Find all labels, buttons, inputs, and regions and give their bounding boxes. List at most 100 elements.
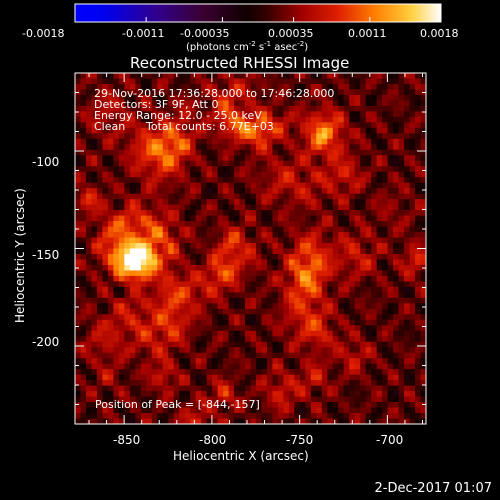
heatmap-cell <box>206 100 213 107</box>
heatmap-cell <box>129 210 136 216</box>
heatmap-cell <box>118 281 125 288</box>
heatmap-cell <box>365 204 372 211</box>
heatmap-cell <box>223 226 229 233</box>
heatmap-cell <box>206 210 213 216</box>
heatmap-cell <box>404 188 410 195</box>
heatmap-cell <box>201 275 208 282</box>
heatmap-cell <box>206 418 213 425</box>
heatmap-cell <box>168 188 175 195</box>
heatmap-cell <box>190 413 197 419</box>
heatmap-cell <box>338 221 345 227</box>
heatmap-cell <box>124 402 131 408</box>
heatmap-cell <box>409 380 416 387</box>
heatmap-cell <box>299 243 306 249</box>
heatmap-cell <box>223 259 229 266</box>
heatmap-cell <box>365 363 372 370</box>
heatmap-cell <box>201 248 208 255</box>
heatmap-cell <box>102 166 109 173</box>
heatmap-cell <box>135 391 142 397</box>
heatmap-cell <box>261 89 268 96</box>
heatmap-cell <box>118 155 125 162</box>
heatmap-cell <box>102 149 109 156</box>
heatmap-cell <box>124 193 131 200</box>
heatmap-cell <box>107 155 114 162</box>
heatmap-cell <box>321 264 328 271</box>
heatmap-cell <box>376 248 383 255</box>
heatmap-cell <box>135 171 142 178</box>
heatmap-cell <box>157 122 164 129</box>
heatmap-cell <box>261 286 268 293</box>
heatmap-cell <box>151 193 158 200</box>
heatmap-cell <box>91 347 98 354</box>
heatmap-cell <box>343 83 350 90</box>
heatmap-cell <box>409 111 416 118</box>
heatmap-cell <box>91 297 98 304</box>
heatmap-cell <box>283 204 290 211</box>
heatmap-cell <box>288 237 295 244</box>
heatmap-cell <box>212 253 218 260</box>
heatmap-cell <box>228 253 235 260</box>
heatmap-cell <box>299 303 306 310</box>
heatmap-cell <box>327 83 334 90</box>
heatmap-cell <box>228 100 235 107</box>
heatmap-cell <box>277 402 284 408</box>
heatmap-cell <box>228 358 235 365</box>
heatmap-cell <box>321 308 328 315</box>
heatmap-cell <box>387 160 394 167</box>
heatmap-cell <box>129 232 136 238</box>
heatmap-cell <box>376 314 383 321</box>
heatmap-cell <box>415 166 421 173</box>
heatmap-cell <box>327 341 334 348</box>
heatmap-cell <box>415 215 421 222</box>
heatmap-cell <box>157 303 164 310</box>
heatmap-cell <box>80 177 87 184</box>
heatmap-cell <box>283 330 290 337</box>
heatmap-cell <box>272 297 279 304</box>
heatmap-cell <box>228 297 235 304</box>
heatmap-cell <box>310 111 317 118</box>
heatmap-cell <box>393 138 399 145</box>
heatmap-cell <box>168 221 175 227</box>
heatmap-cell <box>118 253 125 260</box>
heatmap-cell <box>288 303 295 310</box>
heatmap-cell <box>288 396 295 403</box>
heatmap-cell <box>393 248 399 255</box>
heatmap-cell <box>173 171 180 178</box>
heatmap-cell <box>305 149 312 156</box>
heatmap-cell <box>146 380 153 387</box>
heatmap-cell <box>327 385 334 392</box>
heatmap-cell <box>310 182 317 189</box>
heatmap-cell <box>415 330 421 337</box>
heatmap-cell <box>91 83 98 90</box>
heatmap-cell <box>338 253 345 260</box>
heatmap-cell <box>354 182 361 189</box>
heatmap-cell <box>305 138 312 145</box>
heatmap-cell <box>398 237 405 244</box>
heatmap-cell <box>228 380 235 387</box>
heatmap-cell <box>228 204 235 211</box>
heatmap-cell <box>75 303 81 310</box>
heatmap-cell <box>96 177 103 184</box>
heatmap-cell <box>124 105 131 112</box>
heatmap-cell <box>299 122 306 129</box>
heatmap-cell <box>415 270 421 277</box>
heatmap-cell <box>151 204 158 211</box>
heatmap-cell <box>360 122 367 129</box>
heatmap-cell <box>387 243 394 249</box>
heatmap-cell <box>305 352 312 359</box>
heatmap-cell <box>288 177 295 184</box>
heatmap-cell <box>327 133 334 140</box>
heatmap-cell <box>102 314 109 321</box>
heatmap-cell <box>107 149 114 156</box>
heatmap-cell <box>272 149 279 156</box>
heatmap-cell <box>245 243 251 249</box>
heatmap-cell <box>184 347 191 354</box>
heatmap-cell <box>387 259 394 266</box>
heatmap-cell <box>151 100 158 107</box>
heatmap-cell <box>387 144 394 151</box>
heatmap-cell <box>118 127 125 134</box>
heatmap-cell <box>217 144 224 151</box>
heatmap-cell <box>349 232 356 238</box>
heatmap-cell <box>250 221 257 227</box>
heatmap-cell <box>234 226 240 233</box>
